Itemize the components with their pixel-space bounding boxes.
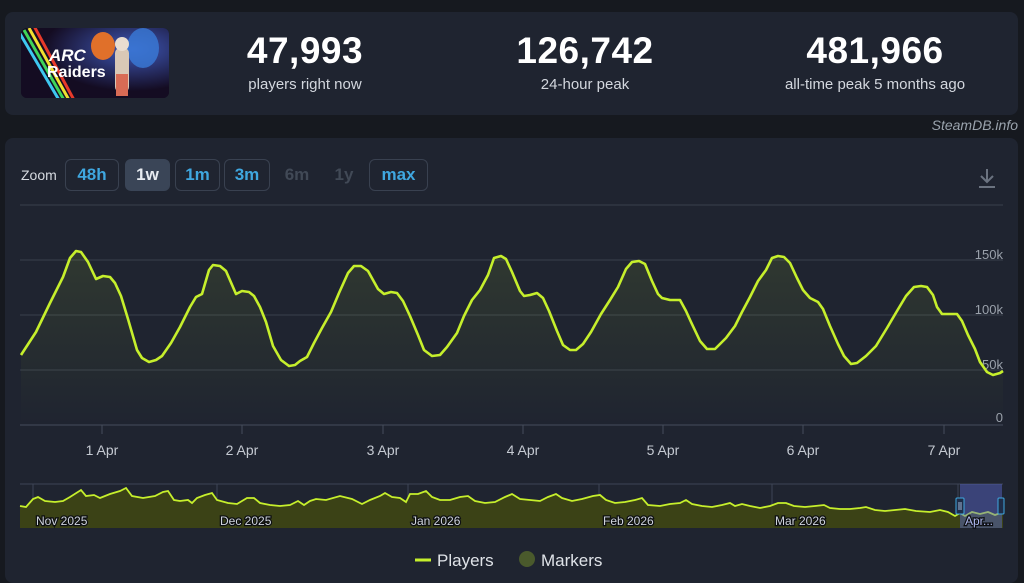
peak-24h-value: 126,742 [516, 30, 654, 71]
game-image[interactable]: ARC Raiders [21, 28, 169, 98]
game-art-icon: ARC Raiders [21, 28, 169, 98]
svg-text:6 Apr: 6 Apr [787, 442, 820, 458]
zoom-48h-button[interactable]: 48h [65, 159, 119, 191]
stat-24h-peak: 126,742 24-hour peak [485, 30, 685, 93]
svg-text:Markers: Markers [541, 551, 602, 570]
download-icon[interactable] [975, 166, 999, 190]
svg-text:7 Apr: 7 Apr [928, 442, 961, 458]
peak-24h-label: 24-hour peak [540, 76, 630, 93]
svg-text:3 Apr: 3 Apr [367, 442, 400, 458]
current-players-label: players right now [248, 76, 362, 93]
x-axis [101, 425, 945, 434]
legend-markers[interactable]: Markers [519, 551, 602, 570]
svg-text:50k: 50k [982, 357, 1003, 372]
zoom-label: Zoom [21, 167, 57, 183]
svg-text:Jan 2026: Jan 2026 [411, 514, 461, 528]
svg-text:Players: Players [437, 551, 494, 570]
stat-current-players: 47,993 players right now [205, 30, 405, 93]
svg-text:ARC: ARC [48, 46, 87, 65]
navigator[interactable]: Nov 2025 Dec 2025 Jan 2026 Feb 2026 Mar … [19, 483, 1005, 530]
svg-text:150k: 150k [975, 247, 1004, 262]
navigator-handle-left[interactable] [955, 497, 965, 515]
all-time-peak-label: all-time peak 5 months ago [784, 76, 966, 93]
zoom-max-button[interactable]: max [369, 159, 428, 191]
svg-text:4 Apr: 4 Apr [507, 442, 540, 458]
players-line [19, 249, 1004, 377]
zoom-6m-button: 6m [275, 159, 319, 191]
steamdb-credit[interactable]: SteamDB.info [931, 117, 1018, 133]
navigator-area [20, 488, 1003, 528]
zoom-1m-button[interactable]: 1m [175, 159, 220, 191]
legend-players[interactable]: Players [415, 551, 494, 570]
players-area [21, 251, 1003, 425]
svg-text:100k: 100k [975, 302, 1004, 317]
zoom-1y-button: 1y [323, 159, 365, 191]
svg-text:Dec 2025: Dec 2025 [220, 514, 272, 528]
svg-text:Nov 2025: Nov 2025 [36, 514, 88, 528]
zoom-3m-button[interactable]: 3m [224, 159, 270, 191]
navigator-handle-right[interactable] [997, 497, 1005, 515]
svg-text:2 Apr: 2 Apr [226, 442, 259, 458]
svg-text:Mar 2026: Mar 2026 [775, 514, 826, 528]
stat-all-time-peak: 481,966 all-time peak 5 months ago [745, 30, 1005, 93]
x-axis-labels: 1 Apr 2 Apr 3 Apr 4 Apr 5 Apr 6 Apr 7 Ap… [86, 442, 961, 458]
svg-text:5 Apr: 5 Apr [647, 442, 680, 458]
svg-text:Apr...: Apr... [965, 514, 993, 528]
navigator-selection[interactable] [960, 484, 1002, 528]
header-card: ARC Raiders 47,993 players right now 126… [5, 12, 1018, 115]
current-players-value: 47,993 [246, 30, 364, 71]
all-time-peak-value: 481,966 [806, 30, 944, 71]
zoom-1w-button[interactable]: 1w [125, 159, 170, 191]
navigator-labels: Nov 2025 Dec 2025 Jan 2026 Feb 2026 Mar … [35, 513, 995, 530]
svg-text:Raiders: Raiders [47, 64, 106, 81]
svg-text:1 Apr: 1 Apr [86, 442, 119, 458]
svg-text:Feb 2026: Feb 2026 [603, 514, 654, 528]
navigator-line [19, 486, 1004, 518]
